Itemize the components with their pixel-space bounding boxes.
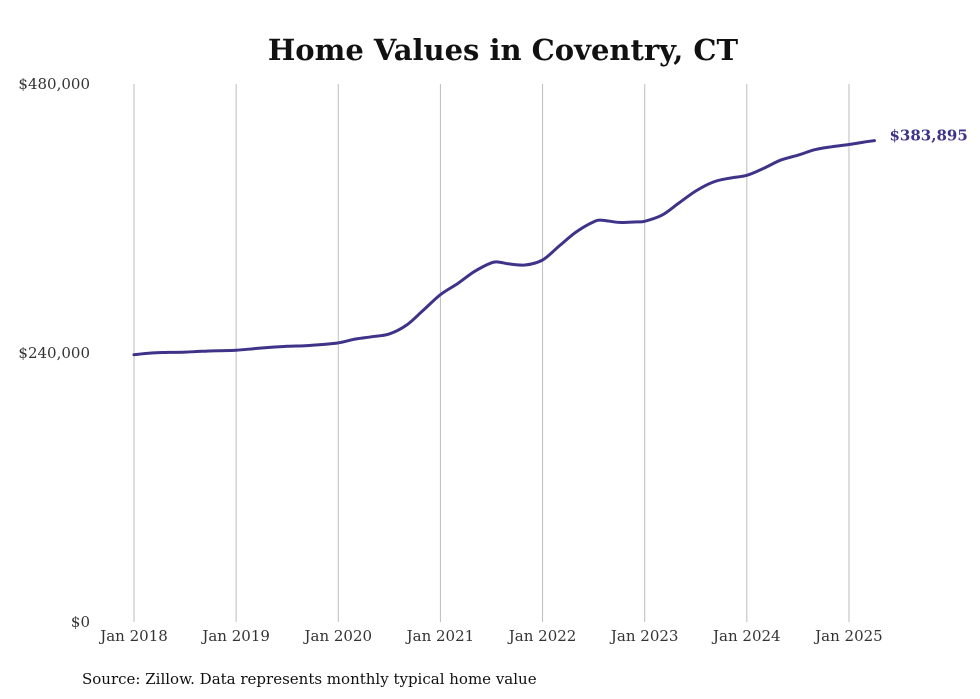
- x-tick-label: Jan 2022: [507, 627, 577, 645]
- y-tick-label: $240,000: [18, 344, 90, 362]
- x-tick-label: Jan 2020: [302, 627, 372, 645]
- source-note: Source: Zillow. Data represents monthly …: [82, 670, 537, 688]
- x-tick-label: Jan 2023: [609, 627, 679, 645]
- chart-title: Home Values in Coventry, CT: [268, 33, 739, 67]
- x-tick-label: Jan 2021: [405, 627, 475, 645]
- y-axis-ticks: $0 $240,000 $480,000: [18, 75, 90, 631]
- x-tick-label: Jan 2024: [711, 627, 781, 645]
- y-tick-label: $0: [71, 613, 90, 631]
- series-layer: $383,895: [132, 127, 968, 357]
- grid-lines: [133, 84, 850, 622]
- x-tick-label: Jan 2019: [200, 627, 270, 645]
- x-tick-label: Jan 2018: [98, 627, 168, 645]
- x-axis-ticks: Jan 2018 Jan 2019 Jan 2020 Jan 2021 Jan 2022…: [98, 627, 883, 645]
- end-value-label: $383,895: [890, 127, 968, 145]
- y-tick-label: $480,000: [18, 75, 90, 93]
- series-line: [132, 139, 876, 357]
- x-tick-label: Jan 2025: [813, 627, 883, 645]
